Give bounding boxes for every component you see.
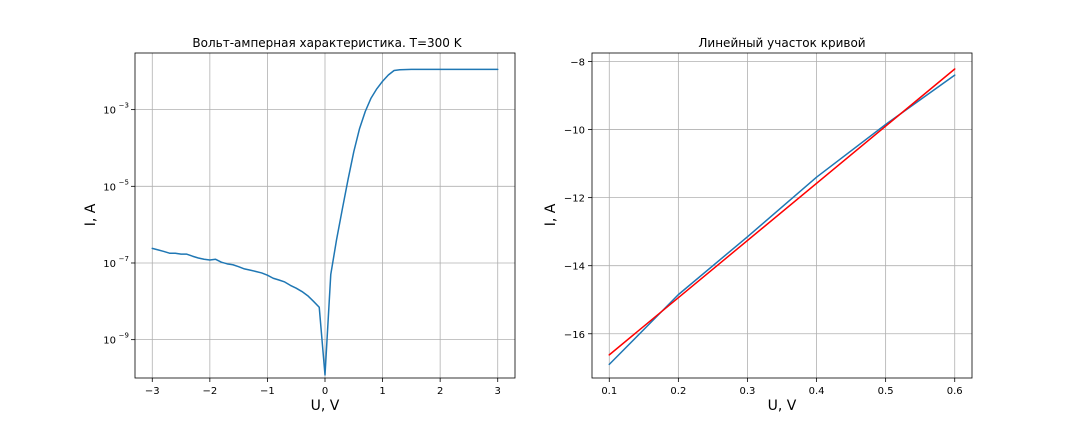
y-tick-label: 10 [103, 336, 116, 347]
series-layer [151, 68, 499, 376]
x-tick-label: 0 [322, 386, 328, 397]
x-tick-label: −3 [145, 386, 160, 397]
x-axis-label: U, V [311, 398, 340, 414]
y-tick-exponent: −5 [119, 178, 129, 186]
chart-iv-characteristic: Вольт-амперная характеристика. T=300 K −… [83, 36, 516, 414]
y-tick-label: −14 [564, 262, 585, 273]
ticks: 0.1 0.2 0.3 0.4 0.5 0.6 −16 −14 −12 −10 −8 [564, 58, 963, 397]
grid [135, 53, 515, 378]
y-tick-label: 10 [103, 106, 116, 117]
ticks: −3 −2 −1 0 1 2 310−910−710−510−3 [103, 102, 501, 397]
y-tick-label: −12 [564, 194, 585, 205]
chart-linear-segment: Линейный участок кривой 0.1 0.2 0.3 0.4 0.5 0… [543, 36, 973, 414]
y-tick-label: 10 [103, 259, 116, 270]
grid [592, 53, 972, 378]
y-axis-label: I, A [543, 203, 559, 226]
plot-frame [591, 52, 973, 379]
x-tick-label: 0.2 [670, 386, 686, 397]
x-tick-label: 0.1 [601, 386, 617, 397]
y-tick-label: 10 [103, 182, 116, 193]
x-tick-label: 1 [379, 386, 385, 397]
x-tick-label: −2 [202, 386, 217, 397]
chart-title: Вольт-амперная характеристика. T=300 K [192, 36, 462, 50]
y-tick-exponent: −7 [119, 255, 129, 263]
x-tick-label: 2 [437, 386, 443, 397]
x-tick-label: 0.5 [878, 386, 894, 397]
series-layer [608, 68, 956, 366]
series-line-1 [151, 68, 499, 376]
y-tick-label: −10 [564, 126, 585, 137]
chart-title: Линейный участок кривой [698, 36, 865, 50]
y-axis-label: I, A [83, 203, 99, 226]
x-axis-label: U, V [768, 398, 797, 414]
y-tick-label: −16 [564, 330, 585, 341]
y-tick-exponent: −3 [119, 102, 129, 110]
x-tick-label: −1 [260, 386, 275, 397]
series-line-2 [608, 68, 956, 356]
y-tick-exponent: −9 [119, 332, 129, 340]
x-tick-label: 0.4 [809, 386, 825, 397]
y-tick-label: −8 [570, 58, 585, 69]
x-tick-label: 0.3 [740, 386, 756, 397]
series-line-1 [608, 74, 956, 366]
x-tick-label: 0.6 [947, 386, 963, 397]
x-tick-label: 3 [495, 386, 501, 397]
